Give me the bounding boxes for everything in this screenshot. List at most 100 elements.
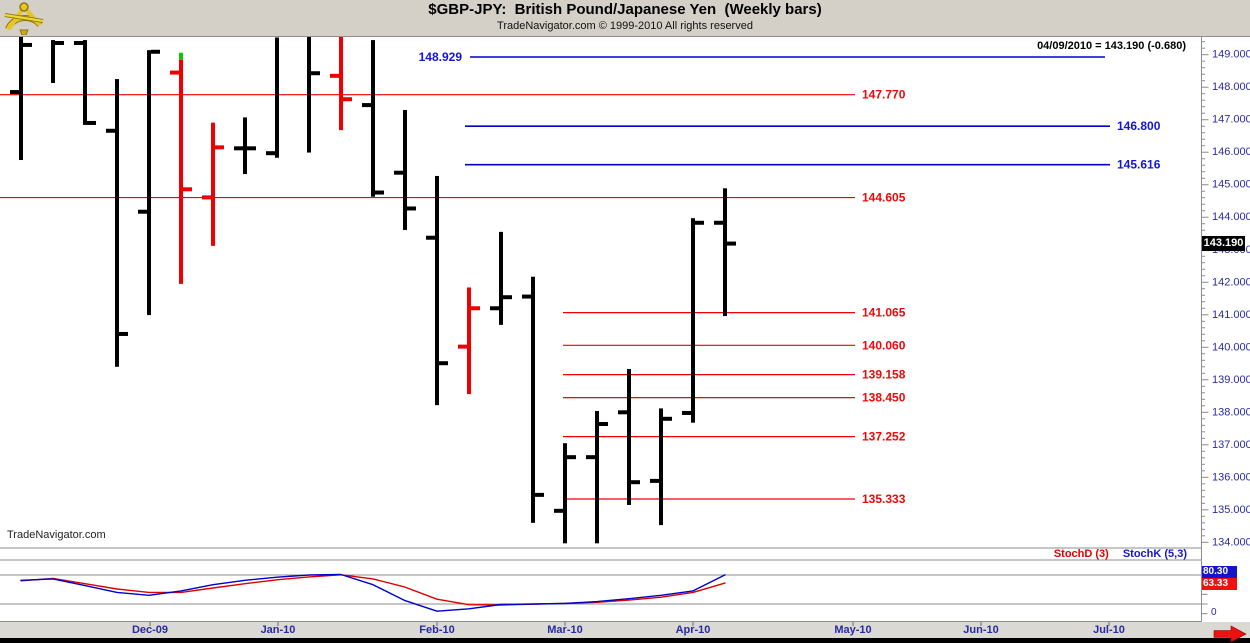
ohlc-close-tick bbox=[375, 190, 384, 195]
month-label: Jan-10 bbox=[261, 624, 296, 636]
ohlc-open-tick bbox=[10, 90, 19, 95]
price-level-label: 144.605 bbox=[862, 191, 906, 205]
ohlc-open-tick bbox=[458, 344, 467, 349]
price-level-label: 141.065 bbox=[862, 306, 906, 320]
price-level-label: 135.333 bbox=[862, 492, 906, 506]
ohlc-bar bbox=[627, 369, 631, 505]
price-level-label: 148.929 bbox=[419, 50, 463, 64]
price-tick-label: 147.000 bbox=[1212, 114, 1250, 126]
ohlc-bar bbox=[723, 188, 727, 317]
ohlc-open-tick bbox=[170, 70, 179, 75]
ohlc-bar bbox=[211, 122, 215, 246]
ohlc-open-tick bbox=[330, 73, 339, 78]
ohlc-bar bbox=[179, 59, 183, 284]
price-tick-label: 137.000 bbox=[1212, 439, 1250, 451]
ohlc-bar bbox=[435, 175, 439, 406]
ohlc-close-tick bbox=[183, 187, 192, 192]
price-tick-label: 135.000 bbox=[1212, 504, 1250, 516]
price-level-label: 146.800 bbox=[1117, 119, 1161, 133]
ohlc-bar bbox=[115, 79, 119, 367]
month-label: Dec-09 bbox=[132, 624, 168, 636]
price-tick-label: 141.000 bbox=[1212, 309, 1250, 321]
ohlc-close-tick bbox=[695, 220, 704, 225]
ohlc-bar bbox=[307, 36, 311, 153]
last-price-badge: 143.190 bbox=[1202, 236, 1245, 251]
ohlc-bar bbox=[83, 40, 87, 125]
ohlc-bar bbox=[275, 37, 279, 158]
ohlc-close-tick bbox=[631, 480, 640, 485]
ohlc-open-tick bbox=[74, 40, 83, 45]
stochd-legend-label: StochD (3) bbox=[1053, 548, 1109, 560]
ohlc-green-tip bbox=[179, 52, 183, 60]
bottom-black-bar bbox=[0, 638, 1250, 643]
price-tick-label: 136.000 bbox=[1212, 471, 1250, 483]
ohlc-bar bbox=[659, 408, 663, 526]
ohlc-bar bbox=[19, 35, 23, 161]
watermark-text: TradeNavigator.com bbox=[7, 529, 106, 541]
ohlc-close-tick bbox=[343, 97, 352, 102]
ohlc-close-tick bbox=[503, 295, 512, 300]
ohlc-open-tick bbox=[554, 508, 563, 513]
ohlc-open-tick bbox=[106, 128, 115, 133]
ohlc-open-tick bbox=[362, 103, 371, 108]
ohlc-bar bbox=[339, 36, 343, 131]
price-level-label: 140.060 bbox=[862, 338, 906, 352]
ohlc-bar bbox=[595, 411, 599, 544]
ohlc-close-tick bbox=[535, 492, 544, 497]
chart-title: $GBP-JPY: British Pound/Japanese Yen (We… bbox=[428, 1, 822, 18]
ohlc-close-tick bbox=[471, 306, 480, 311]
ohlc-open-tick bbox=[682, 410, 691, 415]
ohlc-bar bbox=[147, 50, 151, 316]
ohlc-close-tick bbox=[727, 241, 736, 246]
ohlc-open-tick bbox=[394, 170, 403, 175]
ohlc-close-tick bbox=[311, 71, 320, 76]
ohlc-open-tick bbox=[234, 146, 243, 151]
price-tick-label: 148.000 bbox=[1212, 81, 1250, 93]
ohlc-close-tick bbox=[215, 145, 224, 150]
x-axis-band bbox=[0, 622, 1250, 638]
ohlc-open-tick bbox=[714, 220, 723, 225]
month-label: Mar-10 bbox=[547, 624, 582, 636]
chart-header: $GBP-JPY: British Pound/Japanese Yen (We… bbox=[0, 0, 1250, 37]
stochk-value-badge: 80.30 bbox=[1202, 566, 1237, 578]
tradenavigator-sextant-logo-icon bbox=[4, 2, 44, 35]
ohlc-open-tick bbox=[586, 455, 595, 460]
stochk-legend-label: StochK (5,3) bbox=[1122, 548, 1187, 560]
month-label: Jul-10 bbox=[1093, 624, 1125, 636]
month-label: Apr-10 bbox=[676, 624, 711, 636]
price-tick-label: 149.000 bbox=[1212, 49, 1250, 61]
ohlc-open-tick bbox=[426, 235, 435, 240]
ohlc-close-tick bbox=[119, 331, 128, 336]
ohlc-open-tick bbox=[650, 478, 659, 483]
scroll-right-arrow-icon[interactable] bbox=[1213, 625, 1247, 643]
ohlc-close-tick bbox=[151, 49, 160, 54]
ohlc-open-tick bbox=[266, 151, 275, 156]
price-level-label: 147.770 bbox=[862, 88, 906, 102]
price-tick-label: 145.000 bbox=[1212, 179, 1250, 191]
price-tick-label: 139.000 bbox=[1212, 374, 1250, 386]
ohlc-bar bbox=[499, 231, 503, 325]
stoch-zero-label: 0 bbox=[1211, 607, 1217, 618]
ohlc-open-tick bbox=[522, 294, 531, 299]
ohlc-close-tick bbox=[663, 416, 672, 421]
ohlc-close-tick bbox=[567, 455, 576, 460]
month-label: May-10 bbox=[834, 624, 871, 636]
stochk-line bbox=[20, 573, 726, 612]
stochastic-legend: StochD (3) StochK (5,3) bbox=[1054, 548, 1187, 560]
stochd-value-badge: 63.33 bbox=[1202, 578, 1237, 590]
ohlc-open-tick bbox=[138, 209, 147, 214]
ohlc-bar bbox=[467, 287, 471, 395]
ohlc-bar bbox=[243, 117, 247, 175]
ohlc-bar bbox=[403, 109, 407, 230]
price-tick-label: 134.000 bbox=[1212, 536, 1250, 548]
stochd-line bbox=[20, 574, 726, 606]
ohlc-bar bbox=[531, 276, 535, 523]
month-label: Feb-10 bbox=[419, 624, 454, 636]
ohlc-close-tick bbox=[439, 361, 448, 366]
chart-subtitle: TradeNavigator.com © 1999-2010 All right… bbox=[497, 20, 753, 32]
ohlc-bar bbox=[563, 443, 567, 544]
price-tick-label: 138.000 bbox=[1212, 406, 1250, 418]
ohlc-open-tick bbox=[618, 410, 627, 415]
price-tick-label: 144.000 bbox=[1212, 211, 1250, 223]
